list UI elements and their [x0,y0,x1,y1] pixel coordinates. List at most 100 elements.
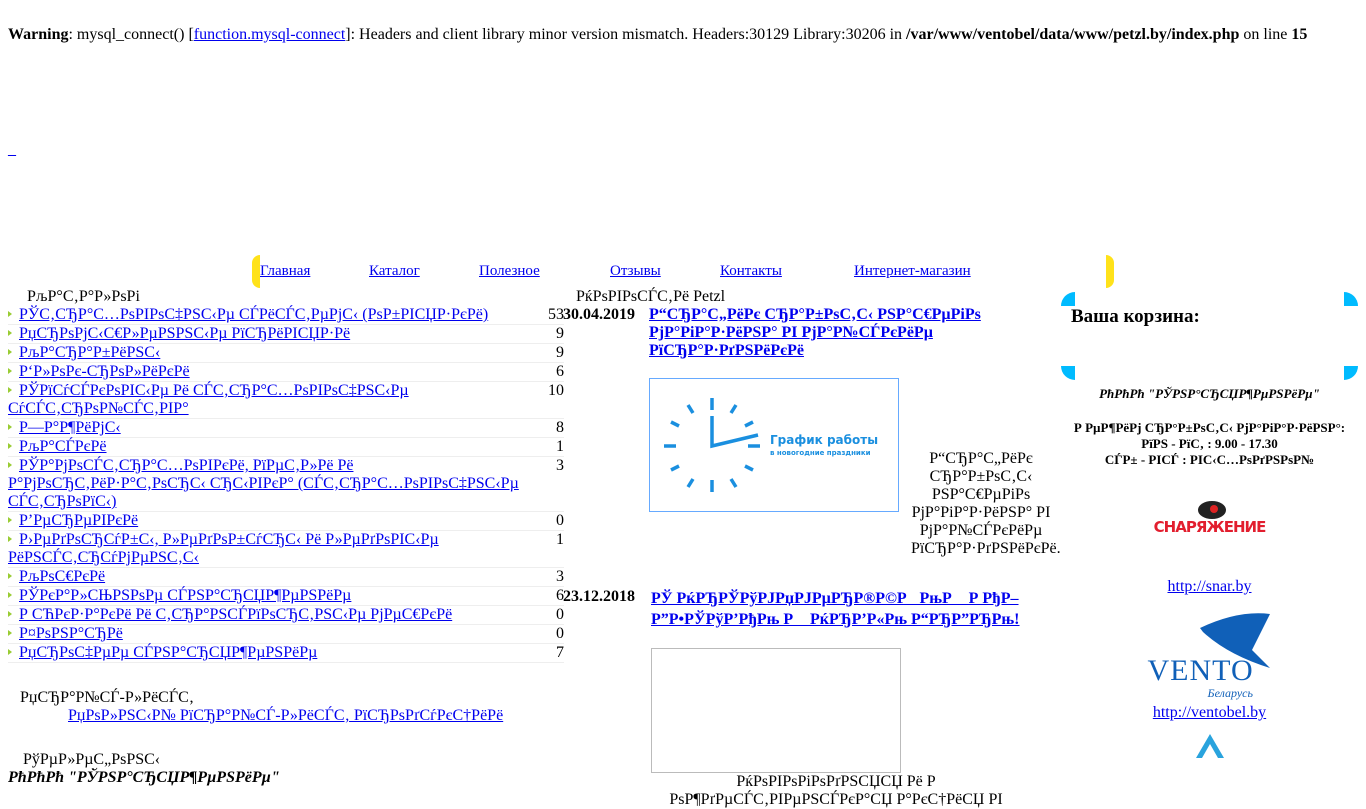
vento-logo-text: VENTO [1147,654,1254,687]
nav-cap-left [252,255,260,288]
nav-useful[interactable]: Полезное [479,263,540,279]
catalog-count: 9 [556,344,564,361]
cart-box: Ваша корзина: [1061,292,1358,380]
nav-catalog[interactable]: Каталог [369,263,420,279]
hours-weekdays: РїРЅ - РїС‚ : 9.00 - 17.30 [1141,436,1278,451]
catalog-count: 0 [556,606,564,623]
bullet-icon [8,387,12,394]
catalog-item: Р—Р°Р¶РёРјС‹ 8 [8,419,564,438]
cart-title: Ваша корзина: [1071,306,1200,327]
right-sidebar: Ваша корзина: РћРћРћ "РЎРЅР°СЂСЏР¶РµРЅРё… [1061,292,1358,763]
warning-text: : mysql_connect() [ [68,26,194,43]
catalog-item: РЎРїСѓСЃРєРѕРІС‹Рµ Рё СЃС‚СЂР°С…РѕРІРѕС‡… [8,382,564,419]
bullet-icon [8,611,12,618]
catalog-link[interactable]: РџСЂРѕРјС‹С€Р»РµРЅРЅС‹Рµ РїСЂРёРІСЏР·Рё [19,325,351,342]
catalog-link[interactable]: РљР°СЃРєРё [19,438,107,455]
bullet-icon [8,573,12,580]
catalog-count: 7 [556,644,564,661]
bullet-icon [8,443,12,450]
catalog-link[interactable]: Р¤РѕРЅР°СЂРё [19,625,123,642]
php-warning: Warning: mysql_connect() [function.mysql… [8,26,1307,44]
catalog-count: 6 [556,363,564,380]
vento-logo[interactable]: VENTO Беларусь [1148,610,1272,704]
news-image-broken[interactable] [651,648,901,773]
main-nav: Главная Каталог Полезное Отзывы Контакты… [252,255,1114,288]
nav-reviews[interactable]: Отзывы [610,263,661,279]
catalog-link[interactable]: Р‘Р»РѕРє-СЂРѕР»РёРєРё [19,363,190,380]
spider-icon [1197,501,1226,519]
catalog-link[interactable]: Р›РµРґРѕСЂСѓР±С‹, Р»РµРґРѕР±СѓСЂС‹ Рё Р»… [8,531,439,566]
bullet-icon [8,330,12,337]
catalog-count: 3 [556,568,564,585]
catalog-item: РЎС‚СЂР°С…РѕРІРѕС‡РЅС‹Рµ СЃРёСЃС‚РµРјС‹ … [8,306,564,325]
catalog-count: 0 [556,625,564,642]
bullet-icon [8,536,12,543]
header-link[interactable]: _ [8,141,16,158]
clock-icon [664,398,760,492]
catalog-link[interactable]: Р—Р°Р¶РёРјС‹ [19,419,121,436]
bullet-icon [8,349,12,356]
pricelist-title: РџСЂР°Р№СЃ-Р»РёСЃС‚ [20,689,195,706]
snar-link[interactable]: http://snar.by [1167,578,1252,595]
news-title-link[interactable]: РЎ РќРЂРЎРўРЈРџРЈРµРЂР®Р©РРњР Р РђР–Р”… [651,590,1020,628]
catalog-item: РЎРєР°Р»СЊРЅРѕРµ СЃРЅР°СЂСЏР¶РµРЅРёРµ 6 [8,587,564,606]
bullet-icon [8,517,12,524]
phones-title: РўРµР»РµС„РѕРЅС‹ [23,751,161,768]
mysql-connect-link[interactable]: function.mysql-connect [193,26,346,43]
catalog-count: 8 [556,419,564,436]
catalog-link[interactable]: РљРѕС€РєРё [19,568,106,585]
catalog-item: РљРѕС€РєРё 3 [8,568,564,587]
warning-path: /var/www/ventobel/data/www/petzl.by/inde… [906,26,1240,43]
news-column: РќРѕРІРѕСЃС‚Рё Petzl 30.04.2019 Р“СЂР°С„… [563,288,1061,809]
pricelist-link[interactable]: РџРѕР»РЅС‹Р№ РїСЂР°Р№СЃ-Р»РёСЃС‚ РїСЂРѕР… [68,707,504,724]
warning-line: 15 [1291,26,1308,43]
news-title: РќРѕРІРѕСЃС‚Рё Petzl [576,288,726,305]
nav-home[interactable]: Главная [260,263,311,279]
catalog-link[interactable]: РЎРїСѓСЃРєРѕРІС‹Рµ Рё СЃС‚СЂР°С…РѕРІРѕС‡… [8,382,409,417]
partner-logo-icon [1195,734,1224,758]
phones-company: РћРћРћ "РЎРЅР°СЂСЏР¶РµРЅРёРµ" [8,769,280,786]
catalog-item: РЎР°РјРѕСЃС‚СЂР°С…РѕРІРєРё, РїРµС‚Р»Рё Р… [8,457,564,512]
catalog-item: Р‘Р»РѕРє-СЂРѕР»РёРєРё 6 [8,363,564,382]
vento-sail-icon [1199,613,1270,668]
bullet-icon [8,649,12,656]
catalog-link[interactable]: РљР°СЂР°Р±РёРЅС‹ [19,344,161,361]
catalog-item: РџСЂРѕС‡РµРµ СЃРЅР°СЂСЏР¶РµРЅРёРµ 7 [8,644,564,663]
catalog-item: РљР°СЂР°Р±РёРЅС‹ 9 [8,344,564,363]
snar-logo-text: СНАРЯЖЕНИЕ [1153,518,1267,536]
catalog-count: 3 [556,457,564,474]
news-text: РќРѕРІРѕРіРѕРґРЅСЏСЏ Рё Р РѕР¶РґРµСЃС‚РІ… [669,773,1003,808]
bullet-icon [8,368,12,375]
catalog-sidebar: РљР°С‚Р°Р»РѕРі РЎС‚СЂР°С…РѕРІРѕС‡РЅС‹Рµ … [8,288,564,787]
catalog-count: 9 [556,325,564,342]
catalog-count: 53 [548,306,564,323]
nav-contacts[interactable]: Контакты [720,263,782,279]
ventobel-link[interactable]: http://ventobel.by [1152,704,1267,721]
news-text: Р“СЂР°С„РёРє СЂР°Р±РѕС‚С‹ РЅР°С€РµРіРѕ Р… [911,450,1061,557]
news-title-link[interactable]: Р“СЂР°С„РёРє СЂР°Р±РѕС‚С‹ РЅР°С€РµРіРѕ Р… [649,306,981,359]
bullet-icon [8,592,12,599]
catalog-count: 6 [556,587,564,604]
catalog-link[interactable]: РЎРєР°Р»СЊРЅРѕРµ СЃРЅР°СЂСЏР¶РµРЅРёРµ [19,587,352,604]
catalog-link[interactable]: РЎР°РјРѕСЃС‚СЂР°С…РѕРІРєРё, РїРµС‚Р»Рё Р… [8,457,519,510]
catalog-count: 10 [548,382,564,399]
news-image[interactable]: График работы в новогодние праздники [649,378,899,512]
nav-shop[interactable]: Интернет-магазин [854,263,971,279]
catalog-link[interactable]: РЎС‚СЂР°С…РѕРІРѕС‡РЅС‹Рµ СЃРёСЃС‚РµРјС‹ … [19,306,489,323]
catalog-item: Р’РµСЂРµРІРєРё 0 [8,512,564,531]
catalog-link[interactable]: Р СЋРєР·Р°РєРё Рё С‚СЂР°РЅСЃРїРѕСЂС‚РЅС‹… [19,606,453,623]
catalog-link[interactable]: РџСЂРѕС‡РµРµ СЃРЅР°СЂСЏР¶РµРЅРёРµ [19,644,318,661]
catalog-count: 0 [556,512,564,529]
catalog-item: Р›РµРґРѕСЂСѓР±С‹, Р»РµРґРѕР±СѓСЂС‹ Рё Р»… [8,531,564,568]
hours-title: Р РµР¶РёРј СЂР°Р±РѕС‚С‹ РјР°РіР°Р·РёРЅР°… [1073,420,1346,435]
nav-cap-right [1106,255,1114,288]
hours-weekend: СЃР± - РІСЃ : РІС‹С…РѕРґРЅРѕР№ [1104,452,1315,467]
catalog-link[interactable]: Р’РµСЂРµРІРєРё [19,512,139,529]
news-image-text: График работы [770,433,879,447]
catalog-item: Р СЋРєР·Р°РєРё Рё С‚СЂР°РЅСЃРїРѕСЂС‚РЅС‹… [8,606,564,625]
catalog-count: 1 [556,438,564,455]
catalog-item: РљР°СЃРєРё 1 [8,438,564,457]
catalog-title: РљР°С‚Р°Р»РѕРі [27,288,140,305]
snar-logo[interactable]: СНАРЯЖЕНИЕ [1152,492,1268,556]
news-date: 30.04.2019 [563,306,635,323]
